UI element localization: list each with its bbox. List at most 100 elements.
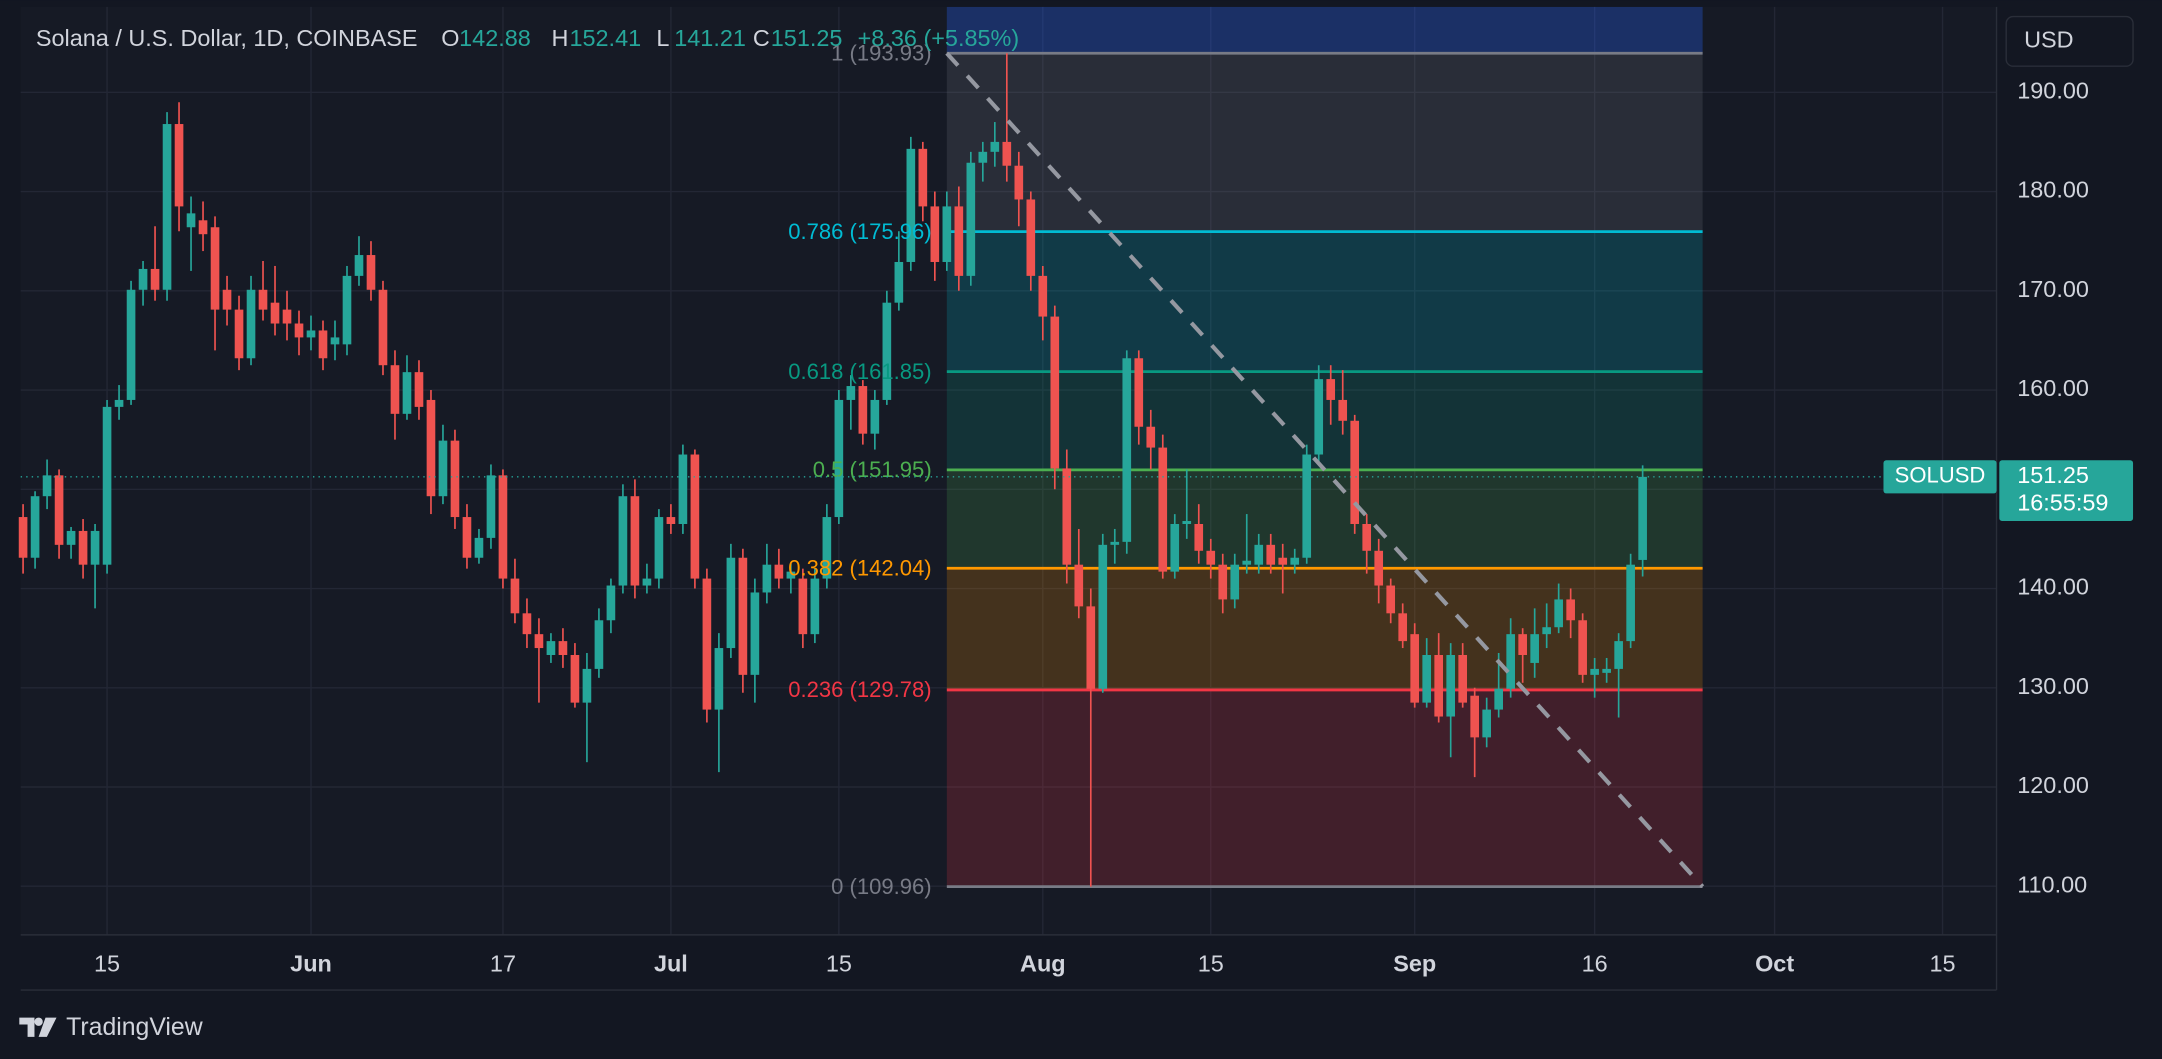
candle-body (474, 537, 484, 558)
candle-body (198, 220, 208, 235)
candle-body (1518, 634, 1527, 656)
candle-body (294, 323, 304, 338)
candle-body (1002, 141, 1012, 166)
ohlc-value: 151.25 (771, 25, 843, 51)
candle-body (486, 475, 496, 538)
candle-body (1278, 557, 1288, 565)
fib-zone (946, 469, 1703, 569)
candle-body (1182, 521, 1192, 524)
candle-body (462, 517, 472, 558)
ohlc-key: L (656, 25, 669, 51)
ohlc-value: 152.41 (569, 25, 641, 51)
candle-body (798, 578, 808, 635)
candle-body (1110, 541, 1120, 545)
x-tick-label: 15 (1198, 950, 1224, 976)
candle-body (450, 440, 460, 518)
candle-body (1434, 655, 1444, 717)
x-tick-label: 16 (1582, 950, 1608, 976)
candle-body (354, 255, 364, 276)
candle-body (510, 578, 520, 614)
candle-body (810, 578, 820, 635)
y-tick-label: 180.00 (2017, 177, 2089, 203)
candle-body (882, 302, 892, 400)
candle-body (666, 517, 676, 524)
ohlc-value: 142.88 (459, 25, 531, 51)
candle-body (1290, 557, 1300, 565)
ohlc-value: 141.21 (674, 25, 746, 51)
fib-label: 0.786 (175.96) (788, 219, 931, 244)
candle-body (978, 151, 988, 163)
x-tick-label: 17 (490, 950, 516, 976)
candle-body (690, 454, 700, 579)
logo-icon (19, 1017, 57, 1037)
fib-zone (946, 231, 1703, 372)
candle-body (1374, 550, 1384, 586)
candle-body (162, 124, 172, 290)
fib-label: 0.236 (129.78) (788, 677, 931, 702)
candle-body (1338, 399, 1348, 421)
candle-body (1530, 634, 1539, 663)
y-tick-label: 120.00 (2017, 772, 2089, 798)
candle-body (270, 302, 280, 324)
overlay: 1 (193.93) 0.786 (175.96) 0.618 (161.85) 0.… (20, 40, 1997, 899)
brand: TradingView (66, 1014, 203, 1041)
candle-body (906, 148, 916, 262)
candle-body (1098, 544, 1108, 689)
candle-body (1626, 564, 1635, 642)
candle-body (282, 309, 292, 324)
candle-body (1326, 379, 1336, 400)
candle-body (138, 268, 148, 290)
candle-body (1074, 564, 1084, 607)
candle-body (390, 365, 400, 414)
fib-label: 0 (109.96) (831, 874, 932, 899)
candle-body (222, 289, 232, 310)
candle-body (678, 454, 688, 524)
x-tick-label: Jul (654, 950, 688, 976)
x-tick-label: 15 (826, 950, 852, 976)
candle-body (990, 141, 1000, 152)
x-tick-label: 15 (1930, 950, 1956, 976)
change-value: +8.36 (+5.85%) (858, 25, 1020, 51)
candle-body (1590, 668, 1599, 675)
candle-body (1638, 476, 1647, 560)
candle-body (1446, 655, 1456, 717)
candle-body (774, 564, 784, 579)
candle-body (1206, 550, 1216, 565)
candle-body (186, 213, 196, 228)
fib-retracement (946, 6, 1703, 889)
candle-body (1134, 358, 1144, 427)
currency-label[interactable]: USD (2024, 27, 2073, 53)
candle-body (1302, 454, 1312, 558)
candle-body (918, 148, 928, 207)
candle-body (1458, 655, 1468, 703)
candle-body (1158, 447, 1168, 572)
candle-body (42, 475, 52, 497)
candle-body (30, 496, 40, 558)
candle-body (522, 613, 532, 635)
candle-body (1170, 523, 1180, 572)
candle-body (1494, 688, 1503, 710)
x-tick-label: 15 (94, 950, 120, 976)
candle-body (1050, 316, 1060, 469)
candle-body (342, 275, 352, 345)
candle-body (1398, 613, 1408, 642)
currency-button[interactable] (2005, 15, 2134, 67)
fib-zone (946, 371, 1703, 470)
candle-body (822, 517, 832, 579)
candle-body (246, 289, 256, 359)
fib-trend-line (945, 51, 1705, 889)
candle-body (402, 372, 412, 414)
candle-body (1038, 275, 1048, 317)
candle-body (1194, 523, 1204, 551)
y-tick-label: 170.00 (2017, 276, 2089, 302)
candle-body (738, 557, 748, 675)
chart-title: Solana / U.S. Dollar, 1D, COINBASE (36, 25, 418, 51)
candle-body (1062, 468, 1072, 565)
fib-label: 0.5 (151.95) (813, 457, 932, 482)
ohlc-key: O (441, 25, 459, 51)
price-tag-value: 151.25 (2017, 462, 2089, 488)
candle-body (606, 585, 616, 621)
fib-zone (946, 568, 1703, 690)
candle-body (858, 386, 868, 434)
